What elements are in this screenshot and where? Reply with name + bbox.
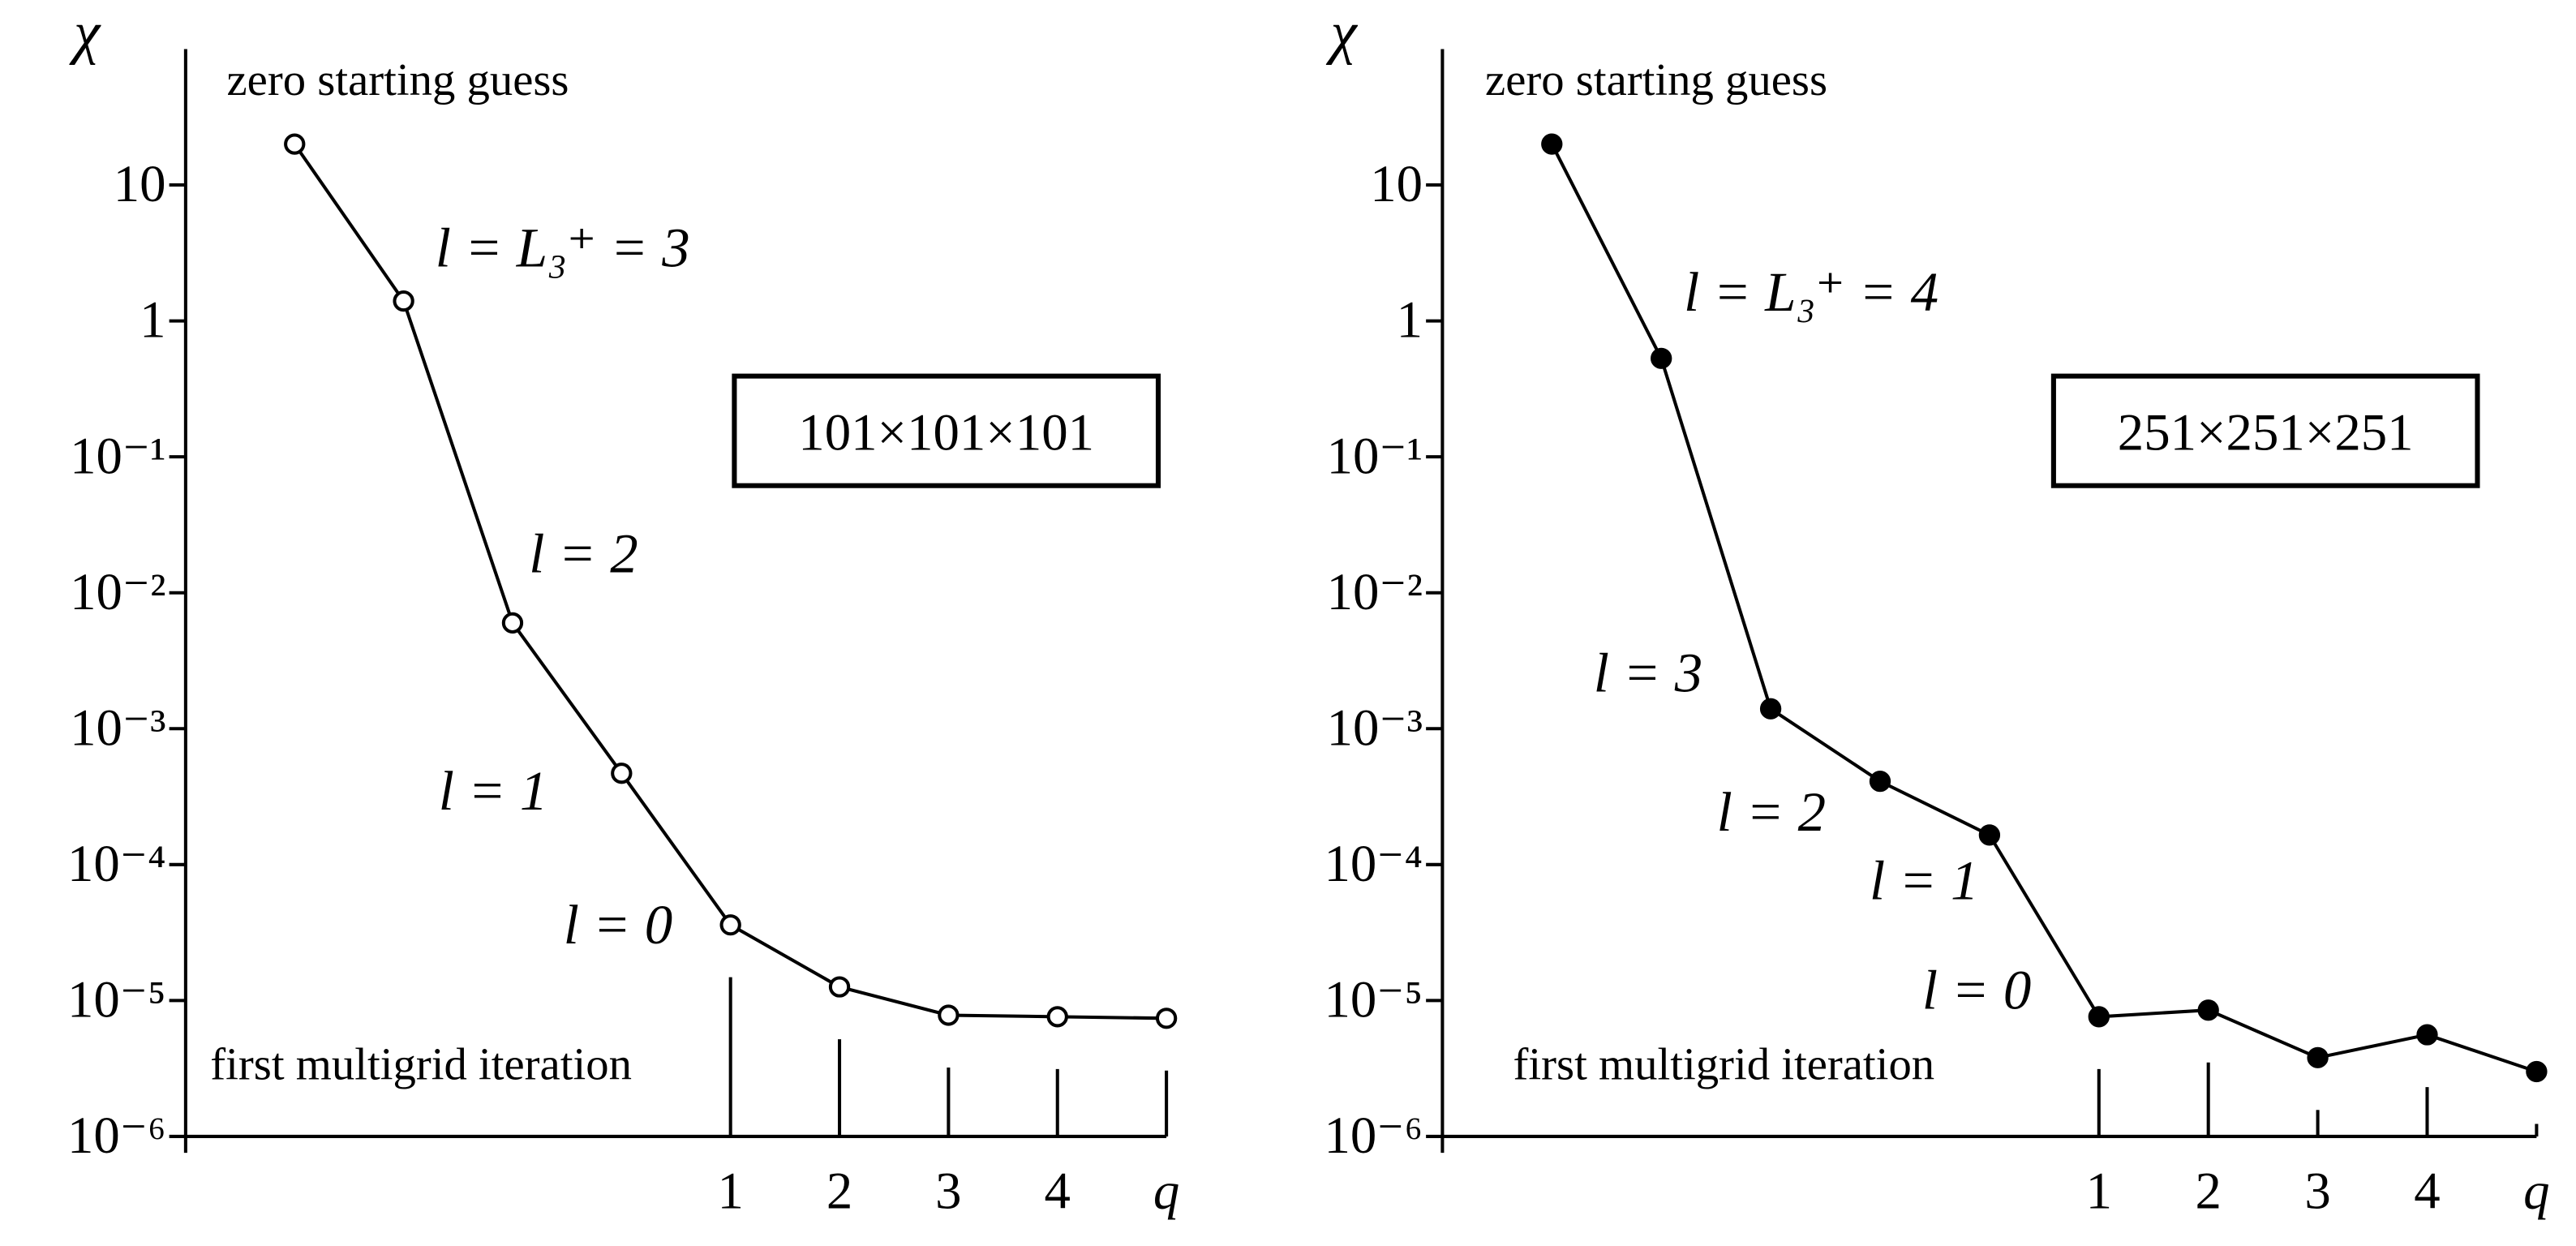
data-point: [284, 133, 306, 155]
label-box: [732, 373, 1161, 488]
annotation: l = 3: [1594, 642, 1702, 704]
x-tick-label: 4: [2414, 1162, 2440, 1220]
y-tick-label: 10⁻¹: [1327, 426, 1423, 484]
y-tick-label: 10⁻³: [1327, 698, 1423, 757]
data-point: [1541, 133, 1563, 155]
data-point: [828, 976, 851, 998]
box-label: 251×251×251: [2118, 402, 2414, 461]
y-tick-label: 10⁻¹: [70, 426, 165, 484]
annotation: l = 0: [564, 894, 672, 956]
annotation: zero starting guess: [227, 55, 569, 105]
label-box: [2050, 373, 2480, 488]
data-point: [2526, 1060, 2548, 1083]
data-point: [1651, 347, 1672, 369]
data-point: [393, 290, 414, 312]
annotation: first multigrid iteration: [210, 1040, 632, 1090]
annotation: l = L₃⁺ = 3: [436, 217, 690, 279]
data-line: [293, 143, 1167, 1020]
data-line: [1550, 143, 2538, 1073]
y-tick-label: 10⁻⁵: [1324, 970, 1423, 1029]
data-point: [1155, 1008, 1178, 1029]
y-tick-label: 10⁻⁵: [67, 970, 166, 1029]
y-tick-label: 10⁻⁴: [67, 834, 166, 892]
x-tick-label: 3: [935, 1162, 961, 1220]
data-point: [938, 1004, 960, 1026]
y-axis-label: χ: [1326, 0, 1359, 65]
annotation: l = 1: [1870, 850, 1978, 912]
data-point: [2307, 1046, 2329, 1068]
data-point: [1759, 698, 1782, 720]
x-tick-label: 4: [1045, 1162, 1071, 1220]
annotation: l = 1: [439, 760, 547, 822]
data-point: [2088, 1006, 2110, 1028]
x-tick-label: q: [2523, 1162, 2549, 1220]
y-axis-label: χ: [69, 0, 101, 65]
y-tick-label: 10⁻²: [1327, 562, 1423, 621]
x-tick-label: 2: [2195, 1162, 2221, 1220]
data-point: [501, 612, 524, 634]
annotation: zero starting guess: [1485, 55, 1827, 105]
annotation: l = 2: [529, 523, 638, 585]
x-tick-label: 3: [2304, 1162, 2330, 1220]
data-point: [2197, 999, 2219, 1021]
data-point: [1978, 824, 2001, 846]
data-point: [1869, 771, 1891, 793]
y-tick-label: 10: [114, 154, 166, 213]
y-tick-label: 10⁻³: [70, 698, 165, 757]
y-tick-label: 10⁻⁴: [1324, 834, 1423, 892]
x-tick-label: 2: [826, 1162, 852, 1220]
annotation: l = 0: [1922, 960, 2031, 1021]
annotation: l = L₃⁺ = 4: [1684, 261, 1938, 323]
y-tick-label: 10⁻²: [70, 562, 165, 621]
x-tick-label: 1: [2086, 1162, 2112, 1220]
data-point: [1046, 1006, 1068, 1028]
x-tick-label: 1: [717, 1162, 743, 1220]
y-tick-label: 10: [1370, 154, 1423, 213]
data-point: [2416, 1024, 2438, 1046]
y-tick-label: 1: [1397, 290, 1423, 349]
data-point: [611, 763, 633, 784]
data-point: [719, 914, 741, 936]
box-label: 101×101×101: [798, 402, 1094, 461]
annotation: l = 2: [1717, 781, 1826, 843]
y-tick-label: 10⁻⁶: [67, 1106, 166, 1164]
y-tick-label: 1: [140, 290, 165, 349]
annotation: first multigrid iteration: [1513, 1040, 1934, 1090]
x-tick-label: q: [1153, 1162, 1179, 1220]
y-tick-label: 10⁻⁶: [1324, 1106, 1423, 1164]
